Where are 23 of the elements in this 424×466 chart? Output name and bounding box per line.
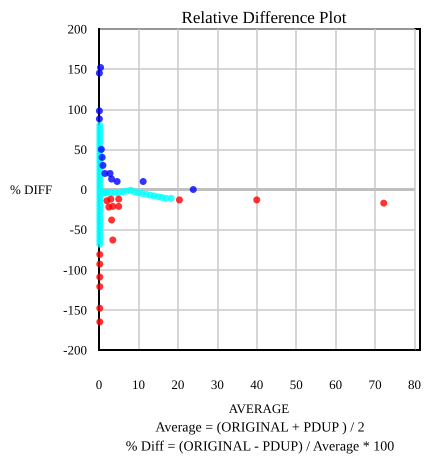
x-tick-label: 50 <box>290 377 303 392</box>
y-tick-label: 50 <box>74 142 87 157</box>
y-tick-label: 100 <box>68 102 87 117</box>
x-tick-label: 10 <box>132 377 145 392</box>
text: Average = (ORIGINAL + PDUP ) / 2 <box>155 420 365 436</box>
y-tick-label: 150 <box>68 62 87 77</box>
x-tick-label: 70 <box>368 377 382 392</box>
y-tick-label: -150 <box>63 302 87 318</box>
x-tick-label: 80 <box>408 377 421 392</box>
y-tick-label: 200 <box>68 22 87 36</box>
x-tick-label: 20 <box>171 377 184 392</box>
x-tick-label: 60 <box>329 377 342 392</box>
y-tick-label: 0 <box>80 182 87 197</box>
x-tick-label: 30 <box>210 377 224 392</box>
y-tick-label: -50 <box>70 222 87 238</box>
text: % Diff = (ORIGINAL - PDUP) / Average * 100 <box>126 440 394 454</box>
x-tick-label: 0 <box>96 377 102 392</box>
y-tick-label: -100 <box>63 262 87 278</box>
chart-title: Relative Difference Plot <box>182 8 347 27</box>
x-tick-label: 40 <box>250 377 264 392</box>
y-axis-title: % DIFF <box>10 182 52 197</box>
y-tick-label: -200 <box>63 342 87 358</box>
x-axis-title: AVERAGE <box>228 401 290 416</box>
